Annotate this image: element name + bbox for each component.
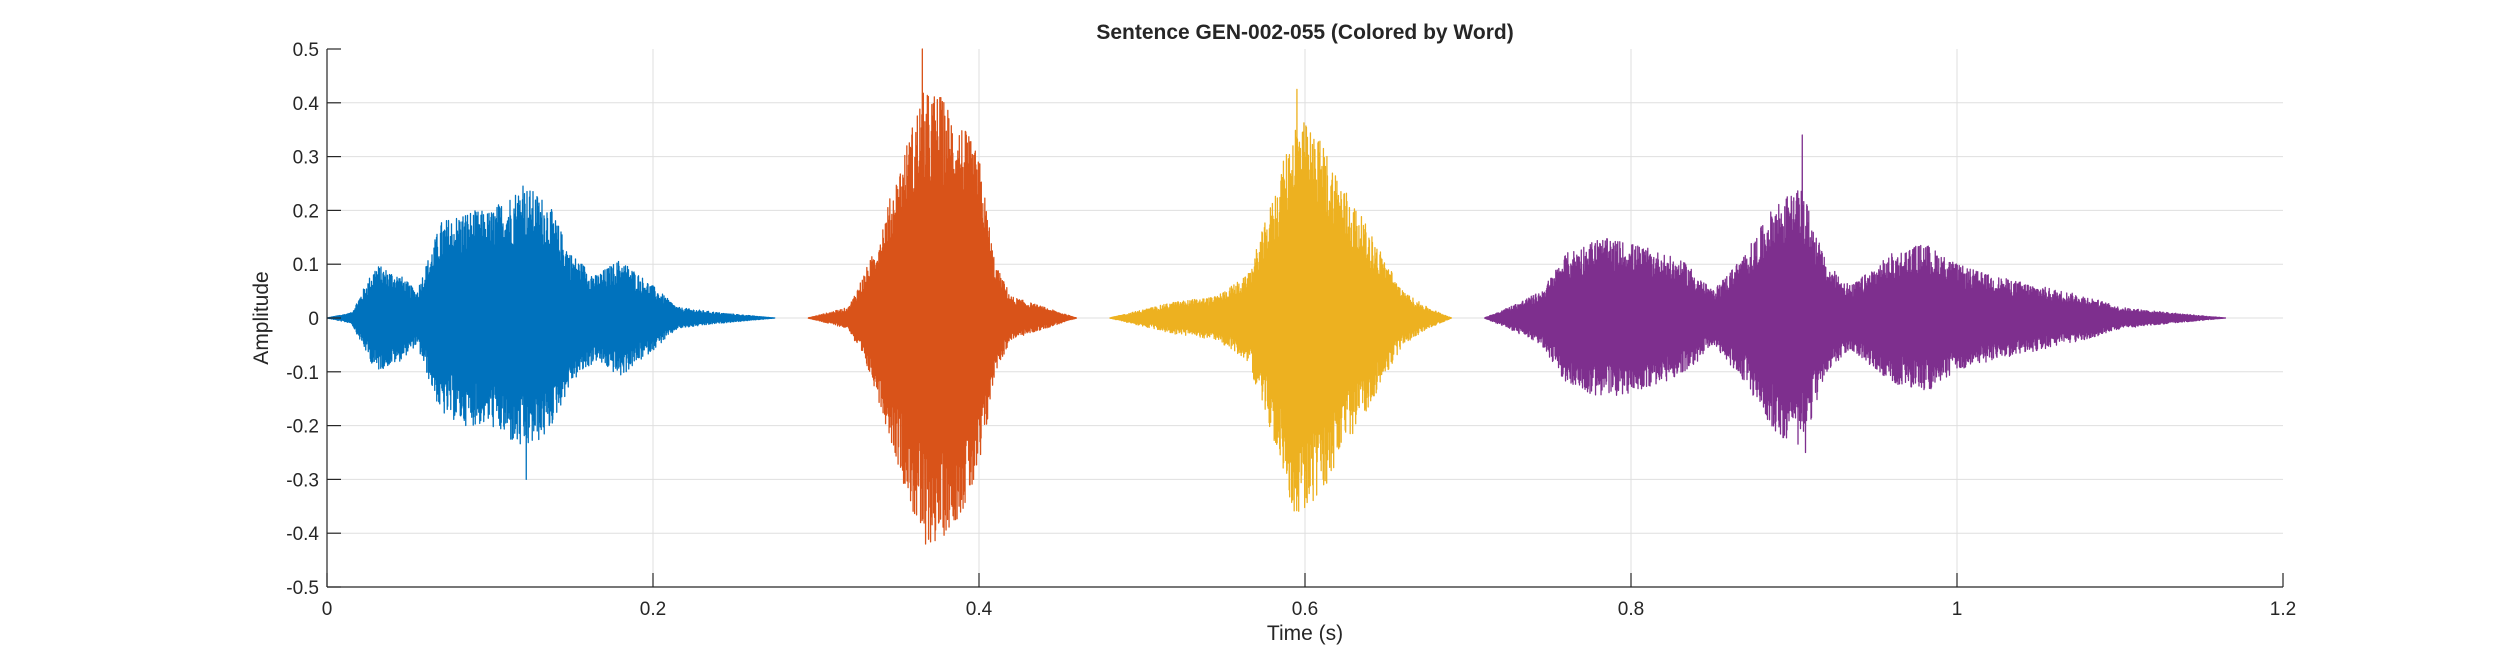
x-tick-label: 0 [322,599,333,620]
waveform-series-1 [326,185,776,481]
y-tick-label: 0.4 [293,94,320,115]
y-tick-labels: -0.5 -0.4 -0.3 -0.2 -0.1 0 0.1 0.2 0.3 0.4 0.5 [286,40,319,599]
waveform-series-4 [1483,134,2227,454]
x-tick-label: 0.6 [1292,599,1318,620]
x-tick-label: 1.2 [2270,599,2296,620]
y-tick-label: 0.2 [293,201,319,222]
y-tick-label: -0.3 [286,470,319,491]
x-tick-labels: 0 0.2 0.4 0.6 0.8 1 1.2 [322,599,2297,620]
series-layer [326,48,2227,545]
y-tick-label: 0.5 [293,40,319,61]
x-axis-label: Time (s) [1267,622,1343,645]
y-tick-label: -0.1 [286,363,319,384]
chart-title: Sentence GEN-002-055 (Colored by Word) [1096,21,1513,44]
waveform-series-3 [1109,88,1453,512]
y-tick-label: 0 [308,309,319,330]
axes [326,48,2284,588]
x-tick-label: 0.4 [966,599,993,620]
x-tick-label: 0.8 [1618,599,1644,620]
waveform-series-2 [807,48,1078,545]
y-axis-label: Amplitude [250,271,273,364]
y-tick-label: -0.4 [286,524,319,545]
y-tick-label: 0.3 [293,148,319,169]
y-tick-label: -0.5 [286,578,319,599]
x-tick-label: 0.2 [640,599,666,620]
y-tick-label: -0.2 [286,417,319,438]
y-tick-label: 0.1 [293,255,319,276]
x-tick-label: 1 [1952,599,1963,620]
